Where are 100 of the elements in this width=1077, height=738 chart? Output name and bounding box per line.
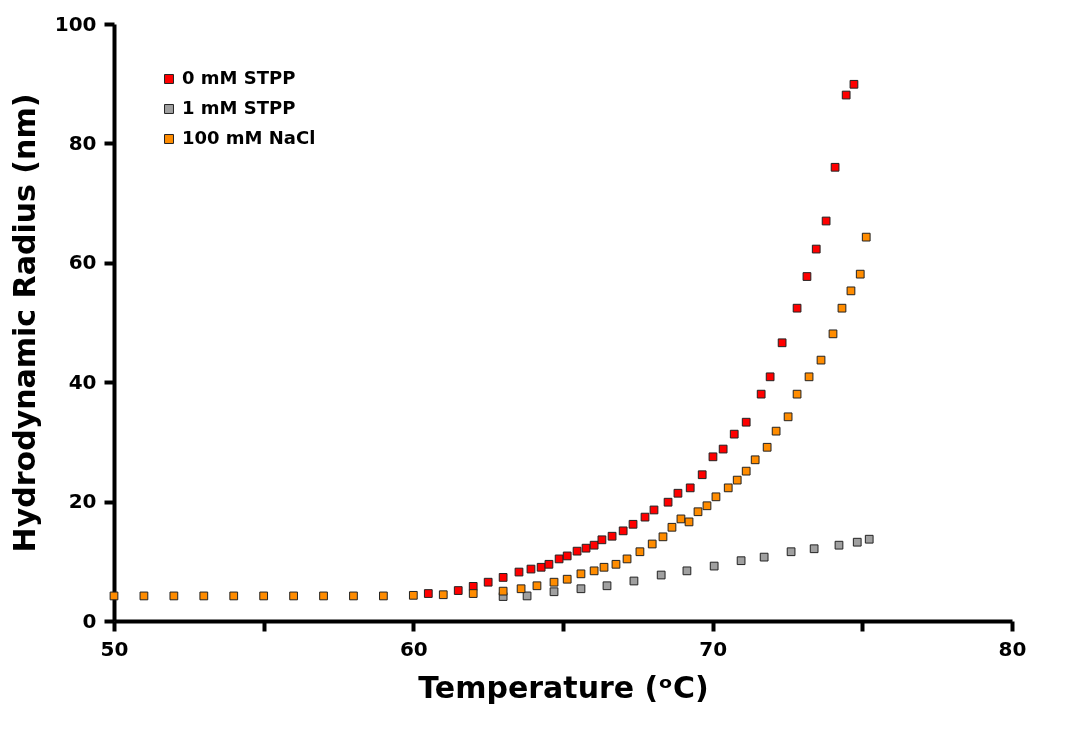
point	[602, 581, 612, 591]
point	[629, 576, 639, 586]
point	[792, 303, 802, 313]
point	[830, 162, 840, 172]
point	[783, 412, 793, 422]
point	[522, 591, 532, 601]
y-tick-label: 80	[68, 130, 97, 155]
legend-label: 0 mM STPP	[182, 67, 296, 88]
y-axis-title: Hydrodynamic Radius (nm)	[6, 93, 42, 553]
point	[702, 501, 712, 511]
point	[861, 232, 871, 242]
x-axis-title: Temperature (ᵒC)	[418, 669, 709, 705]
point	[756, 389, 766, 399]
point	[622, 554, 632, 564]
point	[729, 429, 739, 439]
y-tick-label: 20	[68, 489, 97, 514]
x-tick-label: 50	[100, 636, 129, 661]
y-tick-label: 40	[68, 369, 97, 394]
point	[834, 540, 844, 550]
point	[708, 452, 718, 462]
point	[663, 497, 673, 507]
point	[804, 372, 814, 382]
x-tick-label: 60	[399, 636, 428, 661]
point	[589, 566, 599, 576]
y-tick-label: 100	[54, 11, 97, 36]
point	[468, 589, 478, 598]
point	[618, 526, 628, 536]
point	[673, 488, 683, 498]
point	[732, 475, 742, 485]
point	[759, 552, 769, 562]
point	[676, 514, 686, 524]
point	[846, 286, 856, 296]
point	[498, 573, 508, 582]
point	[809, 544, 819, 554]
point	[685, 483, 695, 493]
point	[536, 562, 546, 572]
point	[849, 79, 859, 89]
point	[741, 466, 751, 476]
point	[718, 444, 728, 454]
y-tick-label: 60	[68, 250, 97, 275]
point	[777, 338, 787, 348]
point	[821, 216, 831, 226]
point	[693, 507, 703, 517]
point	[562, 551, 572, 561]
point	[864, 534, 874, 544]
point	[532, 581, 542, 591]
point	[723, 483, 733, 493]
legend-label: 1 mM STPP	[182, 97, 296, 118]
point	[762, 442, 772, 452]
point	[379, 591, 388, 601]
point	[549, 587, 559, 597]
point	[765, 372, 775, 382]
point	[640, 512, 650, 522]
point	[589, 540, 599, 550]
point	[771, 426, 781, 436]
point	[667, 522, 677, 532]
point	[841, 90, 851, 100]
y-tick-label: 0	[82, 608, 97, 633]
point	[682, 566, 692, 576]
point	[736, 556, 746, 566]
point	[514, 567, 524, 577]
point	[549, 577, 559, 587]
point	[319, 591, 328, 601]
point	[828, 329, 838, 339]
point	[581, 543, 591, 553]
point	[289, 591, 298, 601]
point	[697, 470, 707, 480]
point	[109, 591, 119, 601]
point	[572, 546, 582, 556]
point	[576, 584, 586, 594]
point	[741, 417, 751, 427]
point	[711, 492, 721, 502]
point	[709, 561, 719, 571]
point	[516, 584, 526, 594]
point	[438, 590, 448, 600]
point	[656, 570, 666, 580]
point	[628, 519, 638, 529]
point	[562, 574, 572, 584]
point	[852, 537, 862, 547]
x-tick-label: 70	[699, 636, 728, 661]
point	[544, 559, 554, 569]
point	[408, 590, 418, 600]
point	[816, 355, 826, 365]
point	[259, 591, 269, 601]
point	[423, 589, 433, 598]
point	[647, 539, 657, 549]
point	[169, 591, 179, 601]
point	[802, 272, 812, 281]
point	[611, 559, 621, 569]
point	[483, 577, 493, 587]
point	[635, 547, 645, 557]
point	[599, 562, 609, 572]
legend-label: 100 mM NaCl	[182, 127, 316, 148]
point	[750, 455, 760, 465]
point	[229, 591, 239, 601]
point	[649, 505, 659, 515]
point	[837, 303, 847, 313]
point	[597, 535, 607, 545]
point	[855, 269, 865, 279]
point	[554, 554, 564, 564]
